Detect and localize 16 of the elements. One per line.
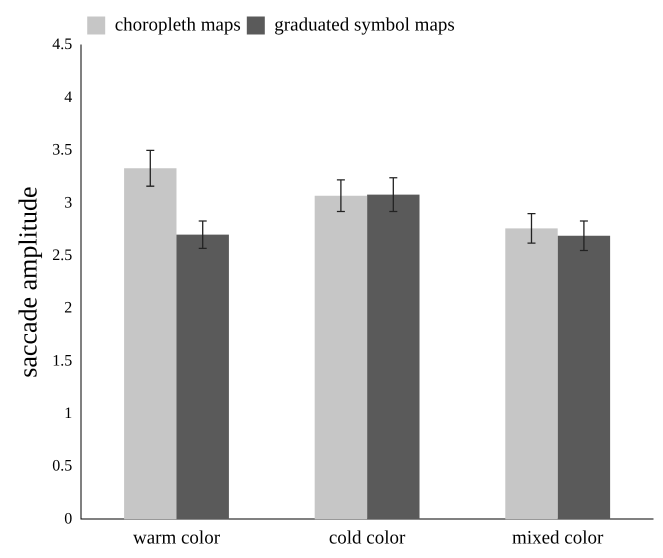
x-tick-label: mixed color [512, 528, 604, 549]
y-tick-label: 4 [64, 88, 72, 106]
y-tick-label: 1 [64, 405, 72, 422]
y-tick-label: 2.5 [52, 246, 72, 264]
y-axis-title: saccade amplitude [13, 186, 42, 378]
y-tick-label: 3.5 [52, 142, 72, 159]
y-tick-label: 0 [64, 510, 72, 528]
x-tick-label: warm color [132, 528, 221, 549]
y-tick-label: 1.5 [52, 352, 72, 370]
x-tick-label: cold color [328, 528, 406, 549]
y-tick-label: 2 [64, 300, 72, 317]
y-tick-label: 4.5 [52, 36, 72, 54]
legend-label: choropleth maps [114, 14, 241, 36]
y-tick-label: 3 [64, 194, 72, 212]
legend-label: graduated symbol maps [274, 14, 455, 36]
y-tick-label: 0.5 [52, 458, 72, 475]
